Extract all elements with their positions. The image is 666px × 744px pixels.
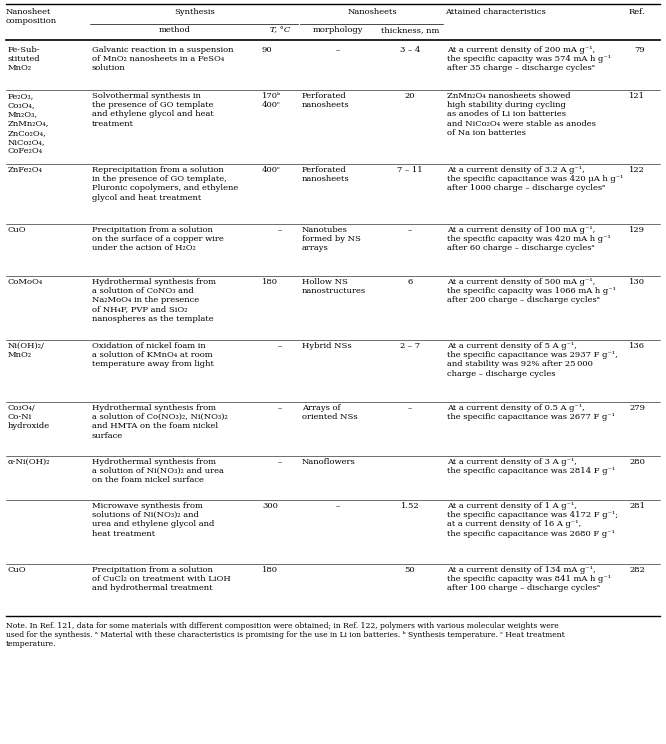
Text: Microwave synthesis from
solutions of Ni(NO₃)₂ and
urea and ethylene glycol and
: Microwave synthesis from solutions of Ni…	[92, 502, 214, 538]
Text: –: –	[408, 404, 412, 412]
Text: Perforated
nanosheets: Perforated nanosheets	[302, 166, 350, 183]
Text: Synthesis: Synthesis	[174, 8, 215, 16]
Text: 300: 300	[262, 502, 278, 510]
Text: Hollow NS
nanostructures: Hollow NS nanostructures	[302, 278, 366, 295]
Text: ZnMn₂O₄ nanosheets showed
high stability during cycling
as anodes of Li ion batt: ZnMn₂O₄ nanosheets showed high stability…	[447, 92, 596, 137]
Text: Fe-Sub-
stituted
MnO₂: Fe-Sub- stituted MnO₂	[8, 46, 41, 72]
Text: 79: 79	[634, 46, 645, 54]
Text: Precipitation from a solution
on the surface of a copper wire
under the action o: Precipitation from a solution on the sur…	[92, 226, 224, 252]
Text: –: –	[336, 502, 340, 510]
Text: Attained characteristics: Attained characteristics	[445, 8, 545, 16]
Text: 2 – 7: 2 – 7	[400, 342, 420, 350]
Text: Arrays of
oriented NSs: Arrays of oriented NSs	[302, 404, 358, 421]
Text: Nanosheets: Nanosheets	[348, 8, 398, 16]
Text: At a current density of 200 mA g⁻¹,
the specific capacity was 574 mA h g⁻¹
after: At a current density of 200 mA g⁻¹, the …	[447, 46, 611, 72]
Text: 129: 129	[629, 226, 645, 234]
Text: 281: 281	[629, 502, 645, 510]
Text: 20: 20	[405, 92, 415, 100]
Text: morphology: morphology	[312, 26, 363, 34]
Text: 3 – 4: 3 – 4	[400, 46, 420, 54]
Text: At a current density of 500 mA g⁻¹,
the specific capacity was 1066 mA h g⁻¹
afte: At a current density of 500 mA g⁻¹, the …	[447, 278, 616, 304]
Text: 130: 130	[629, 278, 645, 286]
Text: Hybrid NSs: Hybrid NSs	[302, 342, 352, 350]
Text: Hydrothermal synthesis from
a solution of Co(NO₃)₂, Ni(NO₃)₂
and HMTA on the foa: Hydrothermal synthesis from a solution o…	[92, 404, 228, 440]
Text: thickness, nm: thickness, nm	[381, 26, 439, 34]
Text: 50: 50	[405, 566, 416, 574]
Text: 122: 122	[629, 166, 645, 174]
Text: Fe₂O₃,
Co₃O₄,
Mn₂O₃,
ZnMn₂O₄,
ZnCo₂O₄,
NiCo₂O₄,
CoFe₂O₄: Fe₂O₃, Co₃O₄, Mn₂O₃, ZnMn₂O₄, ZnCo₂O₄, N…	[8, 92, 49, 155]
Text: –: –	[408, 226, 412, 234]
Text: At a current density of 3.2 A g⁻¹,
the specific capacitance was 420 μA h g⁻¹
aft: At a current density of 3.2 A g⁻¹, the s…	[447, 166, 623, 193]
Text: –: –	[278, 404, 282, 412]
Text: –: –	[278, 458, 282, 466]
Text: –: –	[336, 46, 340, 54]
Text: ZnFe₂O₄: ZnFe₂O₄	[8, 166, 43, 174]
Text: At a current density of 3 A g⁻¹,
the specific capacitance was 2814 F g⁻¹: At a current density of 3 A g⁻¹, the spe…	[447, 458, 615, 475]
Text: 180: 180	[262, 566, 278, 574]
Text: method: method	[159, 26, 191, 34]
Text: Note. In Ref. 121, data for some materials with different composition were obtai: Note. In Ref. 121, data for some materia…	[6, 622, 565, 649]
Text: CuO: CuO	[8, 226, 27, 234]
Text: Perforated
nanosheets: Perforated nanosheets	[302, 92, 350, 109]
Text: Reprecipitation from a solution
in the presence of GO template,
Pluronic copolym: Reprecipitation from a solution in the p…	[92, 166, 238, 202]
Text: 170ᵇ
400ᶜ: 170ᵇ 400ᶜ	[262, 92, 281, 109]
Text: 1.52: 1.52	[401, 502, 420, 510]
Text: At a current density of 1 A g⁻¹,
the specific capacitance was 4172 F g⁻¹;
at a c: At a current density of 1 A g⁻¹, the spe…	[447, 502, 618, 538]
Text: CoMoO₄: CoMoO₄	[8, 278, 43, 286]
Text: Hydrothermal synthesis from
a solution of Ni(NO₃)₂ and urea
on the foam nickel s: Hydrothermal synthesis from a solution o…	[92, 458, 224, 484]
Text: 90: 90	[262, 46, 272, 54]
Text: 280: 280	[629, 458, 645, 466]
Text: CuO: CuO	[8, 566, 27, 574]
Text: At a current density of 134 mA g⁻¹,
the specific capacity was 841 mA h g⁻¹
after: At a current density of 134 mA g⁻¹, the …	[447, 566, 611, 592]
Text: Nanosheet
composition: Nanosheet composition	[6, 8, 57, 25]
Text: Nanotubes
formed by NS
arrays: Nanotubes formed by NS arrays	[302, 226, 361, 252]
Text: 282: 282	[629, 566, 645, 574]
Text: At a current density of 5 A g⁻¹,
the specific capacitance was 2937 F g⁻¹,
and st: At a current density of 5 A g⁻¹, the spe…	[447, 342, 618, 378]
Text: T, °C: T, °C	[270, 26, 290, 34]
Text: Galvanic reaction in a suspension
of MnO₂ nanosheets in a FeSO₄
solution: Galvanic reaction in a suspension of MnO…	[92, 46, 234, 72]
Text: Ni(OH)₂/
MnO₂: Ni(OH)₂/ MnO₂	[8, 342, 45, 359]
Text: 121: 121	[629, 92, 645, 100]
Text: 400ᶜ: 400ᶜ	[262, 166, 281, 174]
Text: 6: 6	[408, 278, 413, 286]
Text: Nanoflowers: Nanoflowers	[302, 458, 356, 466]
Text: Hydrothermal synthesis from
a solution of CoNO₃ and
Na₂MoO₄ in the presence
of N: Hydrothermal synthesis from a solution o…	[92, 278, 216, 323]
Text: 180: 180	[262, 278, 278, 286]
Text: Ref.: Ref.	[629, 8, 645, 16]
Text: 7 – 11: 7 – 11	[397, 166, 423, 174]
Text: Oxidation of nickel foam in
a solution of KMnO₄ at room
temperature away from li: Oxidation of nickel foam in a solution o…	[92, 342, 214, 368]
Text: Co₃O₄/
Co-Ni
hydroxide: Co₃O₄/ Co-Ni hydroxide	[8, 404, 50, 430]
Text: Solvothermal synthesis in
the presence of GO template
and ethylene glycol and he: Solvothermal synthesis in the presence o…	[92, 92, 214, 128]
Text: –: –	[278, 226, 282, 234]
Text: 279: 279	[629, 404, 645, 412]
Text: At a current density of 100 mA g⁻¹,
the specific capacity was 420 mA h g⁻¹
after: At a current density of 100 mA g⁻¹, the …	[447, 226, 611, 252]
Text: –: –	[278, 342, 282, 350]
Text: Precipitation from a solution
of CuCl₂ on treatment with LiOH
and hydrothermal t: Precipitation from a solution of CuCl₂ o…	[92, 566, 230, 592]
Text: At a current density of 0.5 A g⁻¹,
the specific capacitance was 2677 F g⁻¹: At a current density of 0.5 A g⁻¹, the s…	[447, 404, 615, 421]
Text: α-Ni(OH)₂: α-Ni(OH)₂	[8, 458, 51, 466]
Text: 136: 136	[629, 342, 645, 350]
